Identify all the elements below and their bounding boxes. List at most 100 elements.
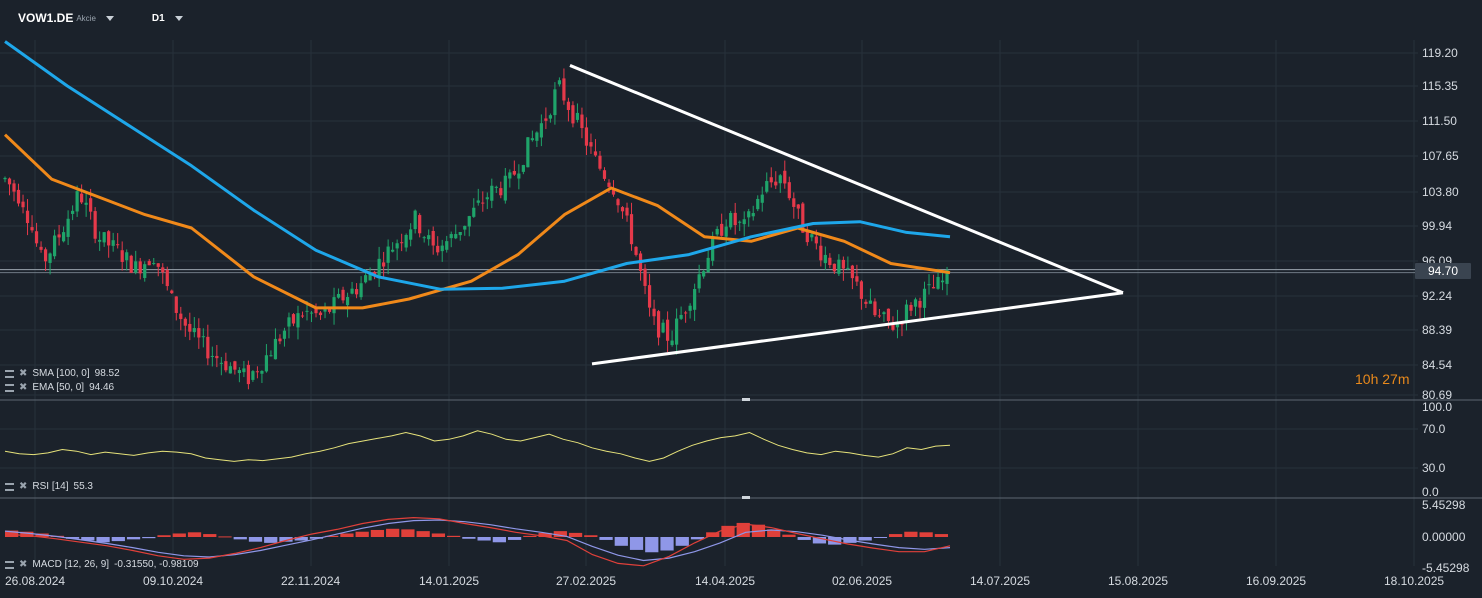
macd-histogram-bar (187, 532, 202, 537)
candle-body (571, 105, 575, 124)
date-axis-tick-label: 15.08.2025 (1108, 574, 1168, 588)
candle-body (828, 257, 832, 266)
macd-histogram-bar (309, 537, 324, 539)
macd-histogram-bar (629, 537, 644, 550)
candle-body (386, 246, 390, 263)
macd-histogram-bar (568, 532, 583, 537)
price-axis-tick-label: 88.39 (1422, 323, 1452, 337)
candle-body (197, 328, 201, 338)
candle-body (170, 290, 174, 294)
date-axis-tick-label: 18.10.2025 (1384, 574, 1444, 588)
timeframe-dropdown-chevron-down-icon[interactable] (174, 15, 183, 21)
pane-resize-handle[interactable] (742, 496, 750, 499)
candle-body (652, 308, 656, 317)
macd-histogram-bar (934, 534, 948, 537)
candle-body (544, 118, 548, 121)
price-axis-tick-label: 103.80 (1422, 185, 1459, 199)
candle-body (57, 234, 61, 238)
candle-body (102, 232, 106, 243)
candle-body (206, 336, 210, 359)
macd-histogram-bar (492, 537, 506, 543)
trendline-upper[interactable] (569, 64, 1124, 295)
candle-body (278, 338, 282, 342)
candle-body (864, 301, 868, 304)
macd-histogram-bar (645, 537, 659, 553)
macd-histogram-bar (218, 536, 232, 538)
macd-histogram-bar (904, 531, 918, 537)
macd-histogram-bar (507, 537, 522, 540)
candle-body (61, 232, 66, 242)
candle-body (260, 370, 264, 374)
symbol-dropdown-chevron-down-icon[interactable] (105, 15, 114, 21)
candle-body (548, 115, 552, 119)
candle-body (810, 234, 814, 238)
candle-body (125, 252, 129, 261)
close-icon[interactable]: ✖ (19, 368, 28, 379)
price-axis-tick-label: 80.69 (1422, 388, 1452, 402)
candle-body (80, 193, 84, 203)
candle-body (314, 307, 318, 314)
pane-resize-handle[interactable] (742, 398, 750, 401)
candle-body (706, 257, 710, 273)
countdown-h-unit: h (1370, 371, 1379, 387)
chart-toolbar: VOW1.DE Akcie D1 (0, 8, 183, 28)
macd-histogram-bar (553, 531, 567, 537)
settings-icon[interactable] (5, 482, 14, 491)
candle-body (693, 289, 697, 310)
close-icon[interactable]: ✖ (19, 481, 28, 492)
candle-body (846, 267, 850, 269)
macd-histogram-bar (294, 537, 308, 541)
candle-body (458, 231, 462, 236)
candle-body (341, 289, 345, 301)
close-icon[interactable]: ✖ (19, 559, 28, 570)
ema-indicator-legend: ✖ EMA [50, 0] 94.46 (5, 382, 114, 393)
candle-body (490, 185, 494, 201)
settings-icon[interactable] (5, 560, 14, 569)
candle-body (927, 284, 931, 286)
trendline-lower[interactable] (591, 291, 1124, 366)
macd-histogram-bar (797, 537, 811, 540)
candle-body (778, 175, 782, 184)
candle-body (720, 223, 724, 236)
candle-body (264, 355, 269, 372)
candle-body (395, 243, 399, 249)
candle-body (21, 201, 25, 208)
macd-axis-tick-label: 0.00000 (1422, 530, 1466, 544)
price-axis-tick-label: 119.20 (1422, 46, 1458, 60)
candle-body (300, 315, 305, 317)
ema-line (3, 133, 951, 310)
close-icon[interactable]: ✖ (19, 382, 28, 393)
rsi-axis-tick-label: 70.0 (1422, 422, 1446, 436)
candle-body (733, 212, 737, 226)
candle-body (89, 198, 93, 212)
countdown-m-unit: m (1397, 371, 1410, 387)
candle-body (98, 239, 102, 242)
candle-body (179, 313, 183, 320)
settings-icon[interactable] (5, 383, 14, 392)
candle-body (431, 230, 435, 246)
macd-histogram-bar (477, 537, 491, 541)
macd-histogram-bar (767, 529, 781, 537)
macd-histogram-bar (584, 535, 598, 537)
macd-histogram-bar (81, 537, 95, 541)
candle-body (922, 288, 927, 308)
rsi-label: RSI [14] (32, 481, 69, 492)
candle-body (138, 261, 142, 274)
settings-icon[interactable] (5, 369, 14, 378)
candle-body (287, 317, 291, 327)
candle-body (742, 219, 746, 225)
candle-body (593, 151, 598, 156)
candle-body (332, 297, 336, 314)
macd-histogram-bar (599, 537, 613, 540)
macd-indicator-legend: ✖ MACD [12, 26, 9] -0.31550, -0.98109 (5, 559, 199, 570)
symbol-label[interactable]: VOW1.DE (18, 11, 74, 25)
candle-body (350, 288, 354, 294)
macd-histogram-bar (20, 531, 34, 537)
candle-body (620, 207, 625, 212)
candle-body (12, 183, 16, 192)
timeframe-label[interactable]: D1 (151, 12, 165, 24)
candle-body (43, 249, 48, 262)
candle-body (909, 304, 913, 311)
macd-histogram-bar (462, 537, 476, 539)
